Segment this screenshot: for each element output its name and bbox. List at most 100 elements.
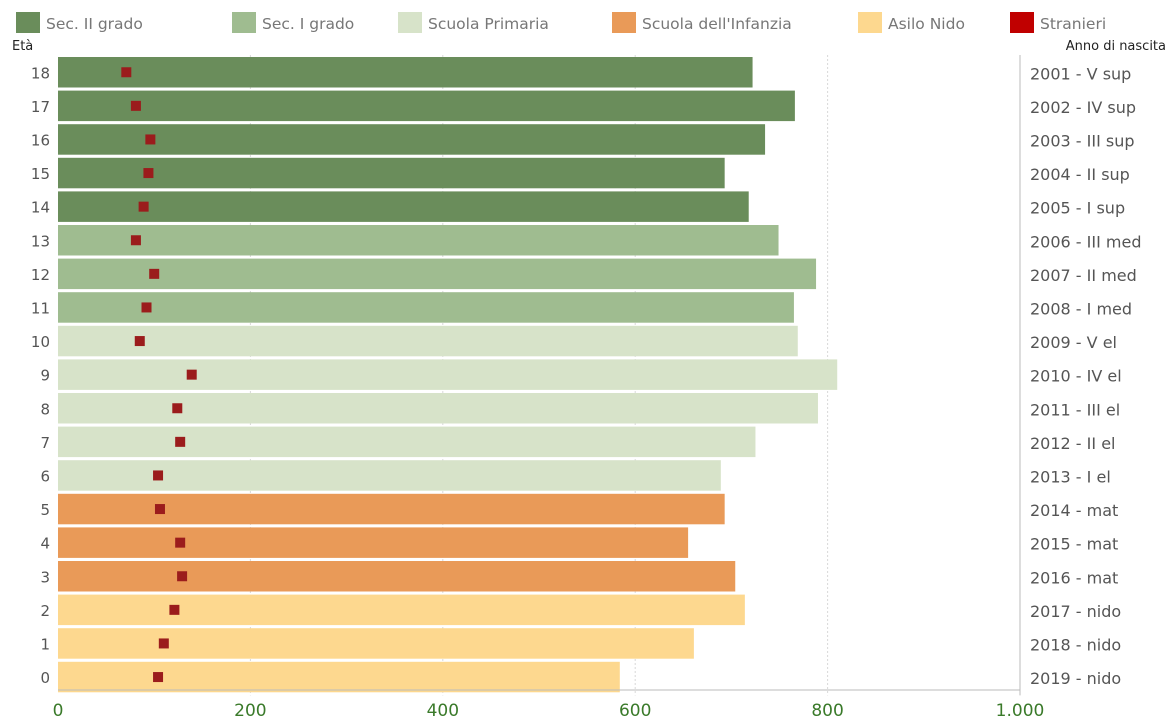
legend-label-2: Scuola Primaria	[428, 15, 549, 33]
stranieri-marker-age-12	[149, 268, 160, 279]
age-tick-16: 16	[31, 131, 50, 149]
birth-year-tick-6: 2013 - I el	[1030, 467, 1111, 486]
stranieri-marker-age-1	[158, 638, 169, 649]
stranieri-marker-age-8	[172, 403, 183, 414]
x-tick-4: 800	[811, 701, 843, 721]
birth-year-tick-16: 2003 - III sup	[1030, 131, 1135, 150]
bar-age-8	[58, 393, 818, 424]
age-tick-12: 12	[31, 266, 50, 284]
stranieri-marker-age-6	[153, 470, 164, 481]
x-tick-3: 600	[619, 701, 651, 721]
age-tick-8: 8	[40, 400, 50, 418]
bar-age-12	[58, 258, 817, 290]
bar-age-17	[58, 90, 795, 122]
stranieri-marker-age-7	[175, 436, 186, 447]
birth-year-tick-9: 2010 - IV el	[1030, 367, 1122, 386]
stranieri-marker-age-0	[153, 672, 164, 683]
bars	[58, 57, 838, 693]
birth-year-tick-11: 2008 - I med	[1030, 299, 1132, 318]
birth-year-tick-18: 2001 - V sup	[1030, 64, 1131, 83]
age-tick-14: 14	[31, 199, 50, 217]
legend-swatch-2	[398, 12, 422, 33]
stranieri-marker-age-10	[134, 336, 145, 347]
bar-age-0	[58, 661, 620, 693]
age-tick-11: 11	[31, 299, 50, 317]
stranieri-marker-age-5	[154, 504, 165, 515]
legend-swatch-1	[232, 12, 256, 33]
age-tick-1: 1	[40, 635, 50, 653]
age-tick-6: 6	[40, 467, 50, 485]
birth-year-tick-7: 2012 - II el	[1030, 434, 1115, 453]
bar-age-7	[58, 426, 756, 458]
birth-year-tick-14: 2005 - I sup	[1030, 199, 1125, 218]
age-tick-17: 17	[31, 98, 50, 116]
legend-swatch-4	[858, 12, 882, 33]
bar-age-18	[58, 57, 753, 88]
birth-year-tick-1: 2018 - nido	[1030, 635, 1121, 654]
bar-age-9	[58, 359, 838, 390]
bar-age-5	[58, 493, 725, 525]
bar-age-11	[58, 292, 794, 323]
birth-year-tick-5: 2014 - mat	[1030, 501, 1118, 520]
stranieri-marker-age-3	[177, 571, 188, 582]
birth-year-tick-labels: 2001 - V sup 2002 - IV sup 2003 - III sup 2…	[1030, 64, 1142, 688]
legend: Sec. II grado Sec. I grado Scuola Primaria…	[16, 12, 1106, 33]
y-axis-label-left: Età	[12, 39, 33, 54]
bar-age-4	[58, 527, 689, 558]
age-tick-5: 5	[40, 501, 50, 519]
birth-year-tick-2: 2017 - nido	[1030, 602, 1121, 621]
age-tick-2: 2	[40, 602, 50, 620]
age-tick-7: 7	[40, 434, 50, 452]
bar-age-13	[58, 225, 779, 256]
x-tick-0: 0	[53, 701, 64, 721]
bar-age-14	[58, 191, 749, 222]
legend-label-1: Sec. I grado	[262, 15, 354, 33]
bar-age-1	[58, 628, 694, 659]
legend-swatch-0	[16, 12, 40, 33]
age-tick-18: 18	[31, 64, 50, 82]
legend-swatch-3	[612, 12, 636, 33]
stranieri-marker-age-9	[186, 369, 197, 380]
bar-age-6	[58, 460, 721, 491]
stranieri-marker-age-2	[169, 604, 180, 615]
stranieri-marker-age-4	[175, 537, 186, 548]
stranieri-marker-age-16	[145, 134, 156, 145]
x-tick-2: 400	[427, 701, 459, 721]
stranieri-markers	[121, 67, 197, 683]
age-tick-0: 0	[40, 669, 50, 687]
stranieri-marker-age-13	[130, 235, 141, 246]
stranieri-marker-age-15	[143, 168, 154, 179]
age-tick-3: 3	[40, 568, 50, 586]
birth-year-tick-10: 2009 - V el	[1030, 333, 1117, 352]
legend-label-3: Scuola dell'Infanzia	[642, 15, 792, 33]
legend-label-5: Stranieri	[1040, 15, 1106, 33]
birth-year-tick-4: 2015 - mat	[1030, 535, 1118, 554]
bar-age-16	[58, 124, 766, 155]
x-axis-tick-labels: 0 200 400 600 800 1.000	[53, 701, 1045, 721]
bar-age-15	[58, 157, 725, 189]
legend-swatch-5	[1010, 12, 1034, 33]
legend-label-0: Sec. II grado	[46, 15, 143, 33]
age-tick-4: 4	[40, 535, 50, 553]
age-tick-10: 10	[31, 333, 50, 351]
y-axis-label-right: Anno di nascita	[1066, 39, 1166, 54]
birth-year-tick-12: 2007 - II med	[1030, 266, 1137, 285]
birth-year-tick-0: 2019 - nido	[1030, 669, 1121, 688]
bar-age-10	[58, 325, 798, 357]
birth-year-tick-13: 2006 - III med	[1030, 232, 1142, 251]
birth-year-tick-15: 2004 - II sup	[1030, 165, 1130, 184]
x-tick-5: 1.000	[996, 701, 1045, 721]
birth-year-tick-8: 2011 - III el	[1030, 400, 1120, 419]
bar-age-3	[58, 561, 736, 592]
stranieri-marker-age-14	[138, 201, 149, 212]
birth-year-tick-17: 2002 - IV sup	[1030, 98, 1136, 117]
x-tick-1: 200	[234, 701, 266, 721]
age-tick-15: 15	[31, 165, 50, 183]
stranieri-marker-age-17	[130, 100, 141, 111]
age-tick-9: 9	[40, 367, 50, 385]
birth-year-tick-3: 2016 - mat	[1030, 568, 1118, 587]
legend-label-4: Asilo Nido	[888, 15, 965, 33]
